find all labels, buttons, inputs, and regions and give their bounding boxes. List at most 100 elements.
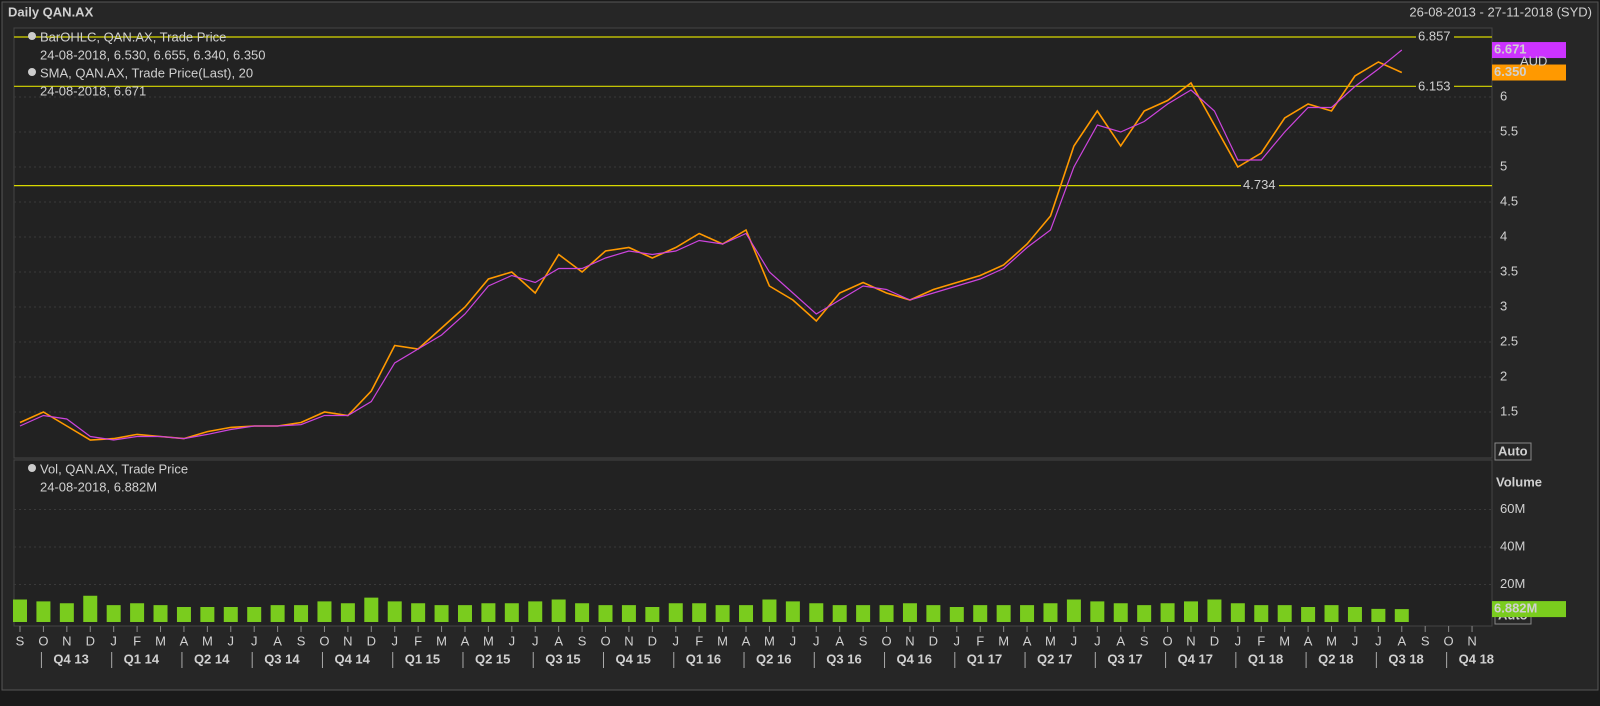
volume-bar [176,607,191,622]
x-tick-label: O [319,633,329,648]
legend-name: SMA, QAN.AX, Trade Price(Last), 20 [40,65,253,80]
x-tick-label: M [1279,633,1290,648]
volume-bar [832,605,847,622]
x-tick-label: S [578,633,587,648]
volume-bar [598,605,613,622]
legend-icon[interactable] [28,32,36,40]
x-tick-label: M [998,633,1009,648]
volume-bar [504,603,519,622]
x-tick-label: A [180,633,189,648]
volume-bar [130,603,145,622]
volume-bar [739,605,754,622]
x-tick-label: J [813,633,820,648]
volume-bar [13,599,27,622]
x-tick-label: F [1257,633,1265,648]
volume-bar [59,603,74,622]
volume-bar [1324,605,1339,622]
x-tick-label: J [509,633,516,648]
x-tick-label: J [1235,633,1242,648]
x-tick-label: A [1304,633,1313,648]
x-tick-label: N [343,633,352,648]
volume-bar [621,605,636,622]
volume-bar [434,605,449,622]
x-tick-label: M [202,633,213,648]
legend-icon[interactable] [28,464,36,472]
volume-bar [926,605,941,622]
x-tick-label: M [717,633,728,648]
volume-bar [457,605,472,622]
legend-name: Vol, QAN.AX, Trade Price [40,461,188,476]
x-tick-label: A [1397,633,1406,648]
y-tick-label: 60M [1500,501,1525,516]
x-tick-label: J [1094,633,1101,648]
x-tick-label: O [1163,633,1173,648]
legend-value: 24-08-2018, 6.530, 6.655, 6.340, 6.350 [40,47,266,62]
volume-bar [294,605,309,622]
hline-label: 6.857 [1418,28,1451,43]
x-tick-label: F [133,633,141,648]
unit-label: AUD [1520,53,1547,68]
x-tick-label: J [532,633,539,648]
x-tick-label: O [600,633,610,648]
y-tick-label: 20M [1500,576,1525,591]
x-tick-label: O [1444,633,1454,648]
legend-icon[interactable] [28,68,36,76]
volume-bar [856,605,871,622]
x-tick-label: N [905,633,914,648]
x-tick-label: M [1326,633,1337,648]
x-tick-label: F [976,633,984,648]
x-tick-label: D [1210,633,1219,648]
last-volume-label: 6.882M [1494,601,1537,616]
volume-bar [1160,603,1175,622]
scale-button-frame[interactable] [1494,442,1532,461]
quarter-label: Q3 16 [826,651,861,666]
volume-bar [364,597,379,622]
y-tick-label: 5 [1500,158,1507,173]
x-tick-label: A [461,633,470,648]
volume-bar [715,605,730,622]
last-value-label: 6.350 [1494,64,1527,79]
volume-bar [692,603,707,622]
x-tick-label: S [1421,633,1430,648]
volume-bar [668,603,683,622]
x-tick-label: M [1045,633,1056,648]
x-tick-label: D [86,633,95,648]
volume-bar [1113,603,1128,622]
volume-bar [645,607,660,622]
scale-button[interactable]: Auto [1498,443,1528,458]
quarter-label: Q2 16 [756,651,791,666]
volume-bar [1184,601,1198,622]
volume-bar [270,605,285,622]
y-tick-label: 2 [1500,368,1507,383]
volume-bar [528,601,543,622]
volume-bar [575,603,590,622]
volume-bar [551,599,566,622]
x-tick-label: N [1186,633,1195,648]
volume-bar [762,599,777,622]
legend-value: 24-08-2018, 6.882M [40,479,157,494]
x-tick-label: D [929,633,938,648]
hline-label: 6.153 [1418,79,1451,94]
volume-bar [1394,609,1409,622]
quarter-label: Q1 18 [1248,651,1283,666]
x-tick-label: D [367,633,376,648]
volume-bar [1090,601,1105,622]
quarter-label: Q2 18 [1318,651,1353,666]
quarter-label: Q4 14 [334,651,370,666]
x-tick-label: M [483,633,494,648]
hline-label-bg [1241,178,1279,193]
volume-bar [1277,605,1292,622]
volume-bar [1043,603,1058,622]
volume-bar [996,605,1011,622]
x-tick-label: N [62,633,71,648]
x-tick-label: J [1071,633,1078,648]
x-tick-label: S [1140,633,1149,648]
volume-bar [317,601,332,622]
quarter-label: Q3 17 [1107,651,1142,666]
x-tick-label: N [624,633,633,648]
hline-label: 4.734 [1243,177,1276,192]
quarter-label: Q1 15 [405,651,440,666]
x-tick-label: M [436,633,447,648]
